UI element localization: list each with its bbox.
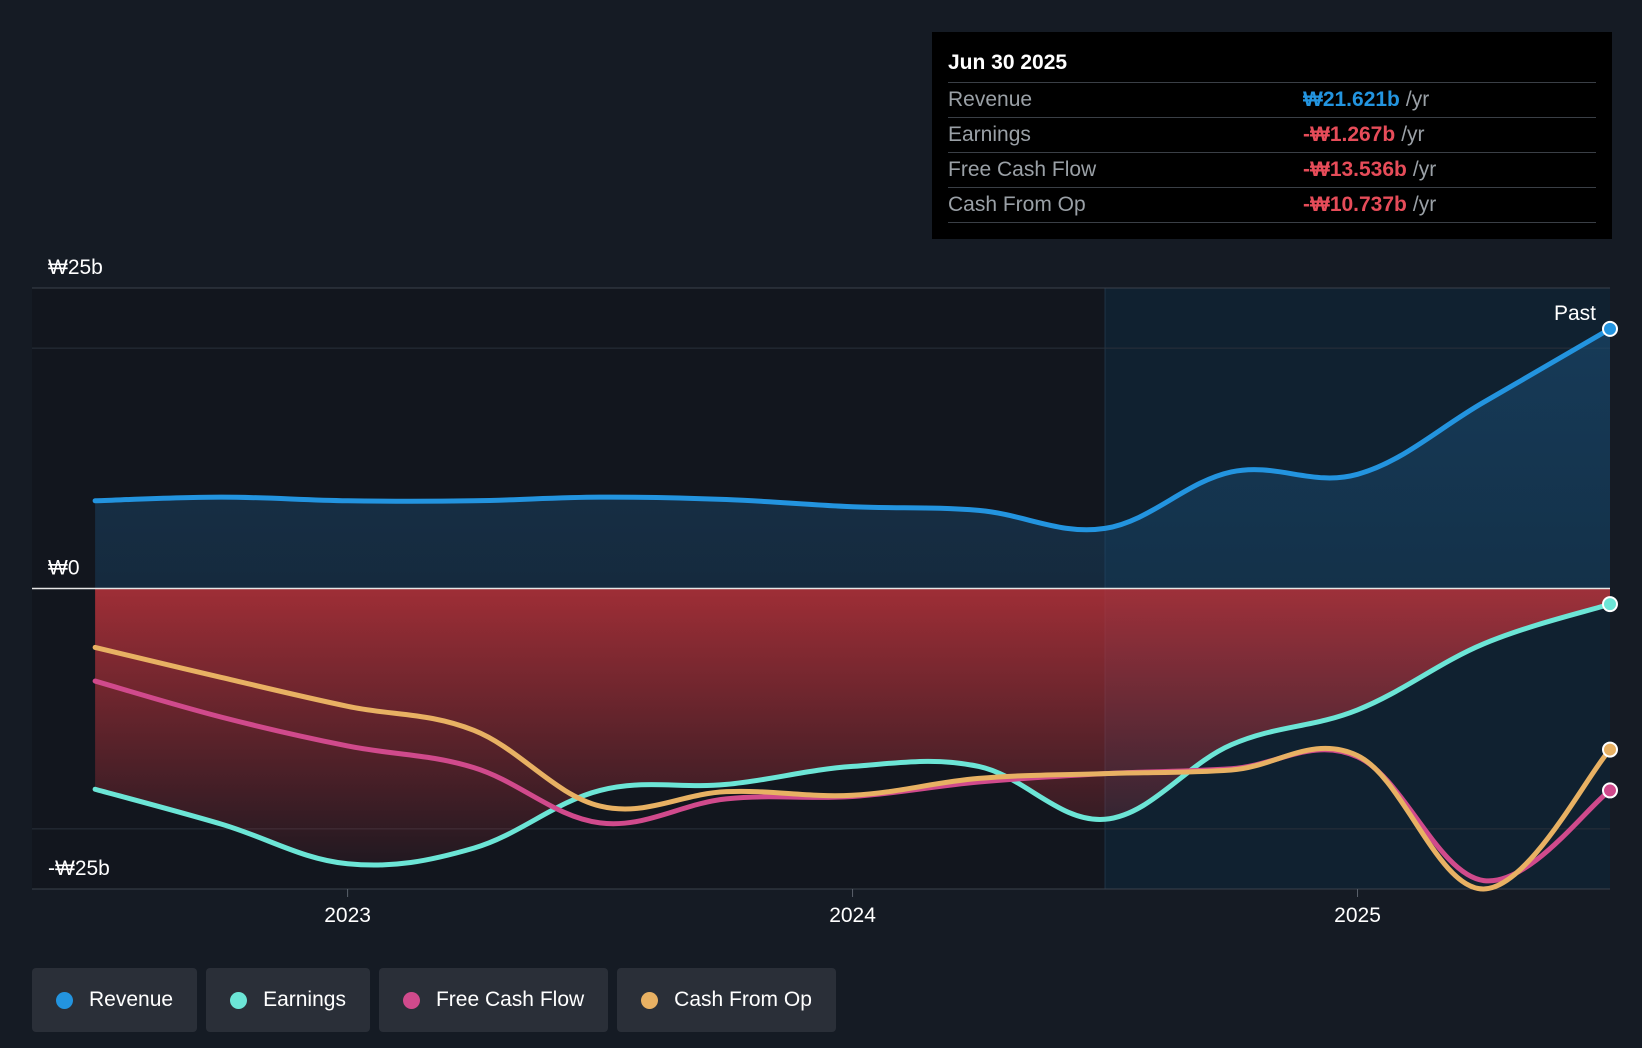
- tooltip-unit: /yr: [1412, 158, 1437, 181]
- legend: Revenue Earnings Free Cash Flow Cash Fro…: [32, 968, 836, 1032]
- revenue-dot-icon: [56, 991, 73, 1009]
- tooltip-value: -₩13.536b: [1303, 158, 1407, 181]
- tooltip-value: ₩21.621b: [1303, 88, 1400, 111]
- legend-item-cash-from-op[interactable]: Cash From Op: [617, 968, 836, 1032]
- cash-from-op-line: [92, 644, 1613, 892]
- legend-item-revenue[interactable]: Revenue: [32, 968, 198, 1032]
- y-axis: ₩25b ₩0 -₩25b: [48, 256, 110, 880]
- legend-label: Earnings: [263, 988, 346, 1011]
- tooltip-row-cash-from-op: Cash From Op -₩10.737b /yr: [948, 188, 1596, 223]
- tooltip-label: Free Cash Flow: [948, 158, 1097, 181]
- tooltip-row-earnings: Earnings -₩1.267b /yr: [948, 118, 1596, 153]
- earnings-dot-icon: [230, 991, 248, 1009]
- tooltip: Jun 30 2025 Revenue ₩21.621b /yr Earning…: [932, 32, 1612, 239]
- tooltip-label: Revenue: [948, 88, 1033, 111]
- tooltip-label: Cash From Op: [948, 193, 1086, 216]
- legend-item-free-cash-flow[interactable]: Free Cash Flow: [378, 968, 609, 1032]
- x-tick-label: 2023: [324, 904, 371, 927]
- cash-from-op-dot-icon: [641, 991, 659, 1009]
- earnings-line: [92, 601, 1613, 868]
- tooltip-row-revenue: Revenue ₩21.621b /yr: [948, 83, 1596, 118]
- area-fills: [95, 328, 1611, 866]
- past-label: Past: [1554, 302, 1596, 325]
- y-tick-label: -₩25b: [48, 857, 110, 880]
- revenue-area: [95, 328, 1611, 589]
- legend-label: Revenue: [89, 988, 174, 1011]
- tooltip-unit: /yr: [1405, 88, 1430, 111]
- y-tick-label: ₩25b: [48, 256, 103, 279]
- x-axis: 2023 2024 2025: [324, 889, 1381, 927]
- free-cash-flow-endpoint: [1602, 782, 1618, 799]
- legend-label: Free Cash Flow: [435, 988, 585, 1011]
- series-lines: [92, 326, 1613, 892]
- cash-from-op-endpoint: [1602, 741, 1618, 758]
- x-tick-label: 2025: [1334, 904, 1381, 927]
- earnings-endpoint: [1602, 596, 1618, 613]
- tooltip-unit: /yr: [1401, 123, 1425, 146]
- tooltip-row-free-cash-flow: Free Cash Flow -₩13.536b /yr: [948, 153, 1596, 188]
- free-cash-flow-dot-icon: [402, 991, 420, 1009]
- tooltip-label: Earnings: [948, 123, 1031, 146]
- tooltip-value: -₩10.737b: [1303, 193, 1407, 216]
- revenue-line: [92, 326, 1613, 533]
- x-tick-label: 2024: [829, 904, 876, 927]
- tooltip-date: Jun 30 2025: [948, 46, 1596, 83]
- tooltip-value: -₩1.267b: [1303, 123, 1396, 146]
- series-endpoints: [1602, 320, 1618, 799]
- legend-label: Cash From Op: [674, 988, 812, 1011]
- revenue-endpoint: [1602, 320, 1618, 337]
- earnings-area: [95, 588, 1611, 866]
- legend-item-earnings[interactable]: Earnings: [206, 968, 370, 1032]
- y-tick-label: ₩0: [48, 557, 80, 580]
- tooltip-unit: /yr: [1412, 193, 1437, 216]
